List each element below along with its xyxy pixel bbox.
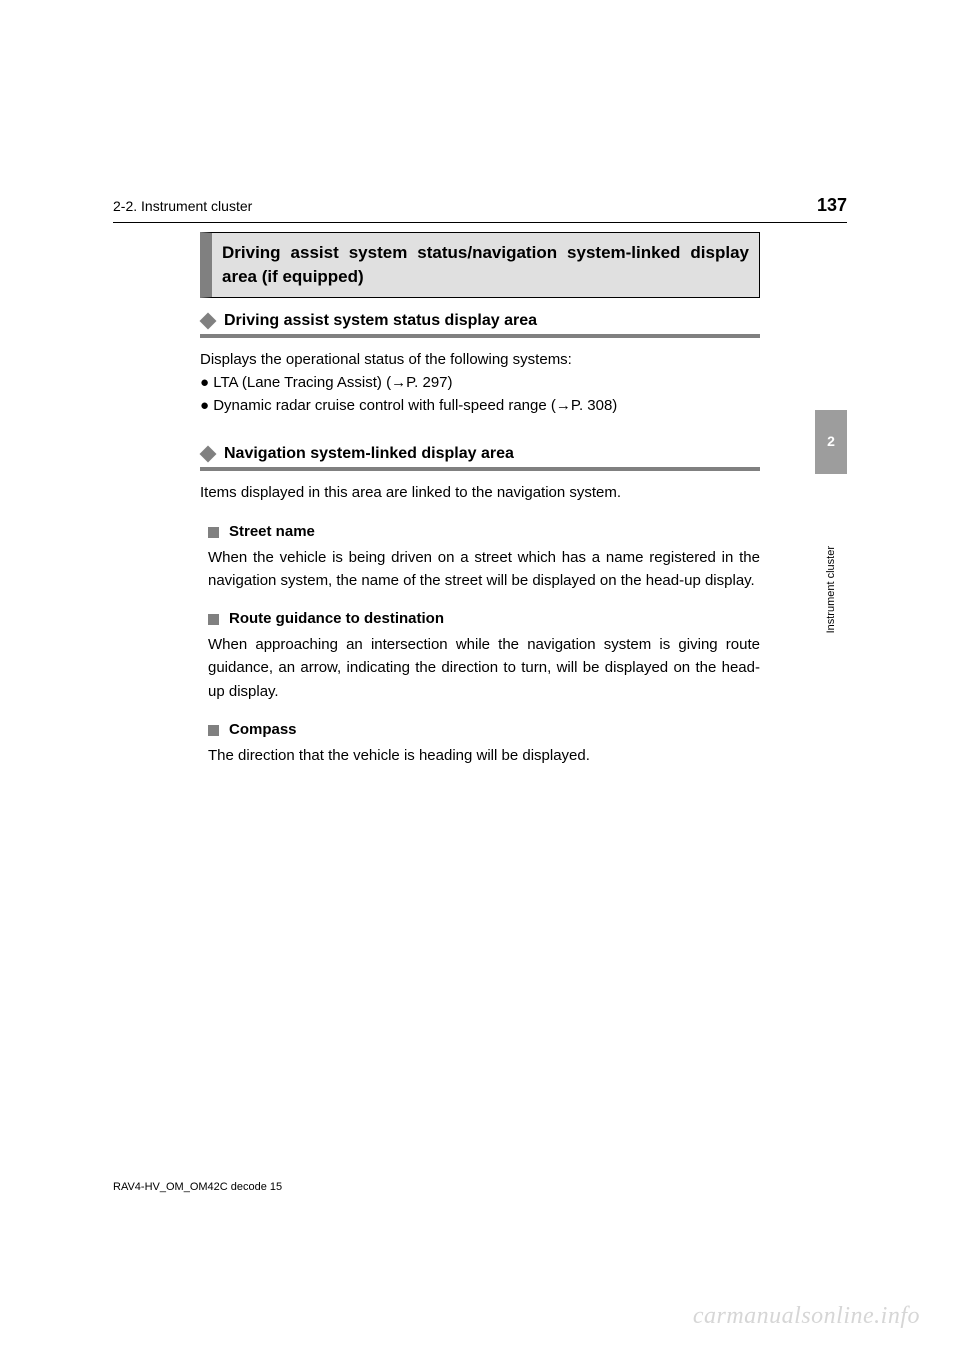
list-item: Route guidance to destination	[208, 610, 760, 627]
body-text: Displays the operational status of the f…	[200, 348, 760, 418]
square-bullet-icon	[208, 725, 219, 736]
subsection-heading-text: Driving assist system status display are…	[224, 312, 537, 330]
section-title-text: Driving assist system status/navigation …	[222, 243, 749, 286]
diamond-icon	[200, 312, 217, 329]
list-item: Compass	[208, 721, 760, 738]
section-title-box: Driving assist system status/navigation …	[200, 232, 760, 298]
sub-item-body: The direction that the vehicle is headin…	[208, 744, 760, 767]
footer-code: RAV4-HV_OM_OM42C decode 15	[113, 1181, 282, 1193]
page-number: 137	[817, 195, 847, 216]
diamond-icon	[200, 446, 217, 463]
square-bullet-icon	[208, 614, 219, 625]
heading-underline	[200, 334, 760, 338]
sub-item-title: Route guidance to destination	[229, 610, 444, 627]
watermark: carmanualsonline.info	[693, 1303, 920, 1330]
vertical-tab-text: Instrument cluster	[825, 546, 837, 633]
header-rule	[113, 222, 847, 223]
section-path: 2-2. Instrument cluster	[113, 198, 252, 214]
heading-underline	[200, 467, 760, 471]
subsection-heading: Navigation system-linked display area	[200, 445, 760, 463]
sub-item-title: Compass	[229, 721, 297, 738]
vertical-tab-label: Instrument cluster	[815, 490, 847, 690]
square-bullet-icon	[208, 527, 219, 538]
section-tab: 2	[815, 410, 847, 474]
subsection-heading-text: Navigation system-linked display area	[224, 445, 514, 463]
sub-item-body: When approaching an intersection while t…	[208, 633, 760, 703]
list-item: Street name	[208, 523, 760, 540]
page-header: 2-2. Instrument cluster 137	[113, 195, 847, 216]
sub-item-body: When the vehicle is being driven on a st…	[208, 546, 760, 593]
subsection-heading: Driving assist system status display are…	[200, 312, 760, 330]
content-area: Driving assist system status/navigation …	[200, 232, 760, 767]
tab-number: 2	[827, 433, 835, 449]
sub-item-title: Street name	[229, 523, 315, 540]
body-text: Items displayed in this area are linked …	[200, 481, 760, 504]
